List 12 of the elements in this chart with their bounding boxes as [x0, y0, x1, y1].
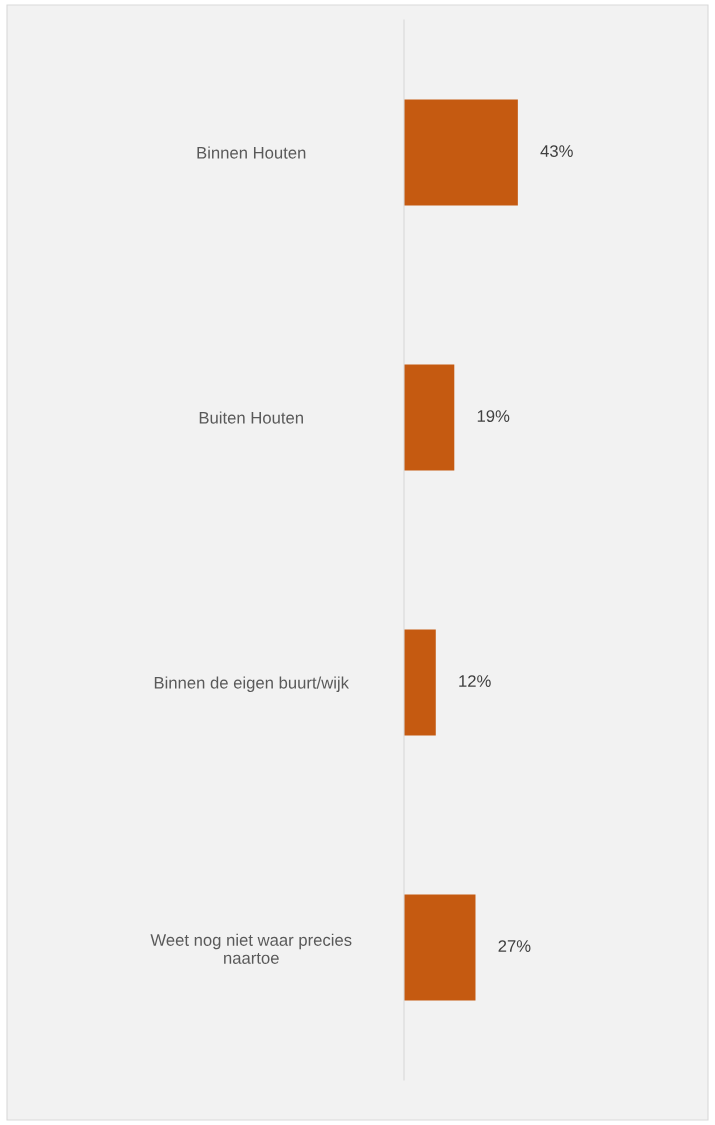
y-tick-label: Binnen de eigen buurt/wijk [154, 676, 349, 692]
bar [404, 629, 436, 736]
data-label: 12% [459, 675, 491, 687]
data-label: 43% [540, 145, 573, 157]
y-tick-label: Buiten Houten [199, 411, 303, 424]
data-label: 19% [477, 410, 510, 422]
bar [404, 364, 455, 471]
bar [404, 99, 518, 206]
data-label: 27% [498, 940, 531, 952]
y-tick-label: Binnen Houten [197, 146, 306, 159]
bar [404, 894, 476, 1001]
y-tick-label: Weet nog niet waar precies naartoe [150, 933, 352, 964]
